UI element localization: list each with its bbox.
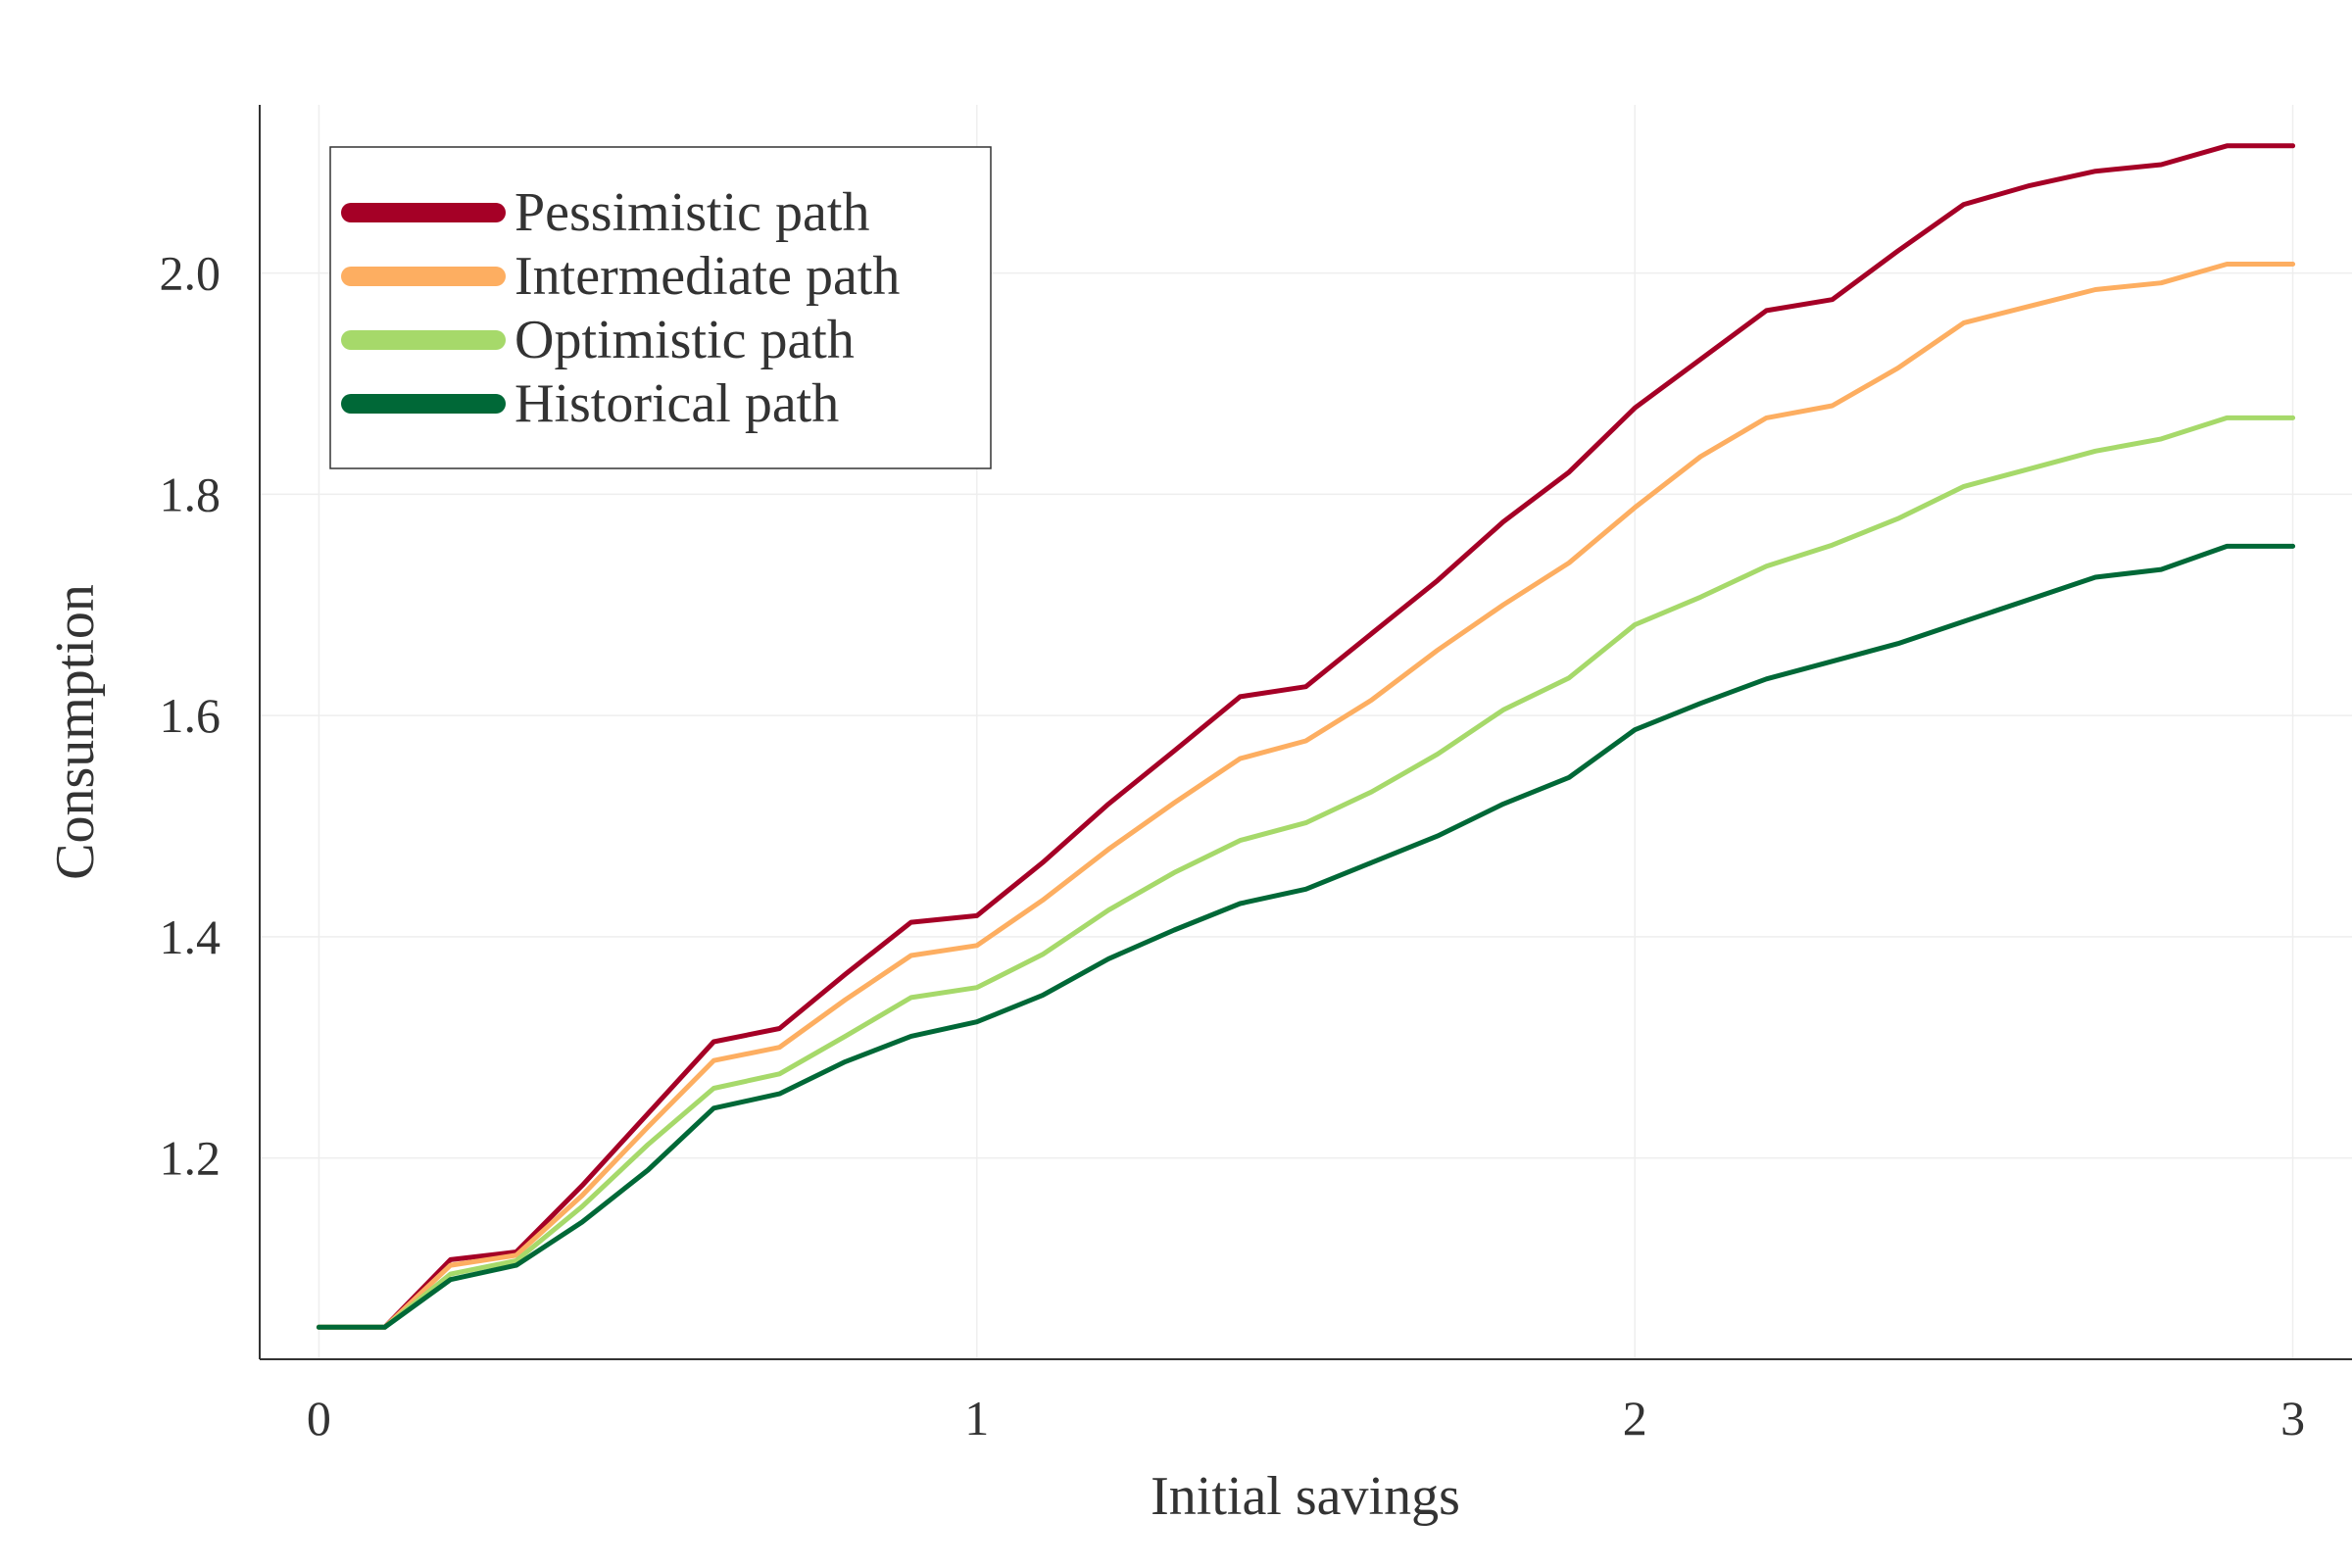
legend-label: Pessimistic path bbox=[514, 182, 869, 243]
y-tick-label: 1.4 bbox=[160, 909, 221, 964]
x-tick-label: 1 bbox=[964, 1391, 989, 1446]
x-tick-label: 2 bbox=[1623, 1391, 1647, 1446]
y-tick-labels: 1.2 1.4 1.6 1.8 2.0 bbox=[160, 246, 221, 1186]
legend-label: Historical path bbox=[514, 373, 839, 434]
x-tick-labels: 0 1 2 3 bbox=[307, 1391, 2305, 1446]
axes bbox=[259, 105, 2352, 1360]
series-line-historical-path bbox=[316, 543, 2296, 1330]
y-tick-label: 1.6 bbox=[160, 688, 221, 743]
series-line-intermediate-path bbox=[316, 262, 2296, 1330]
series-lines bbox=[316, 143, 2296, 1330]
y-tick-label: 2.0 bbox=[160, 246, 221, 301]
series-line-pessimistic-path bbox=[316, 143, 2296, 1330]
legend-label: Optimistic path bbox=[514, 310, 855, 370]
legend-label: Intermediate path bbox=[514, 246, 900, 307]
y-tick-label: 1.2 bbox=[160, 1131, 221, 1186]
x-tick-label: 0 bbox=[307, 1391, 331, 1446]
y-axis-title: Consumption bbox=[45, 584, 106, 880]
legend-box bbox=[329, 146, 992, 469]
series-line-optimistic-path bbox=[316, 415, 2296, 1330]
y-tick-label: 1.8 bbox=[160, 466, 221, 521]
x-tick-label: 3 bbox=[2280, 1391, 2305, 1446]
x-axis-title: Initial savings bbox=[1151, 1466, 1460, 1527]
